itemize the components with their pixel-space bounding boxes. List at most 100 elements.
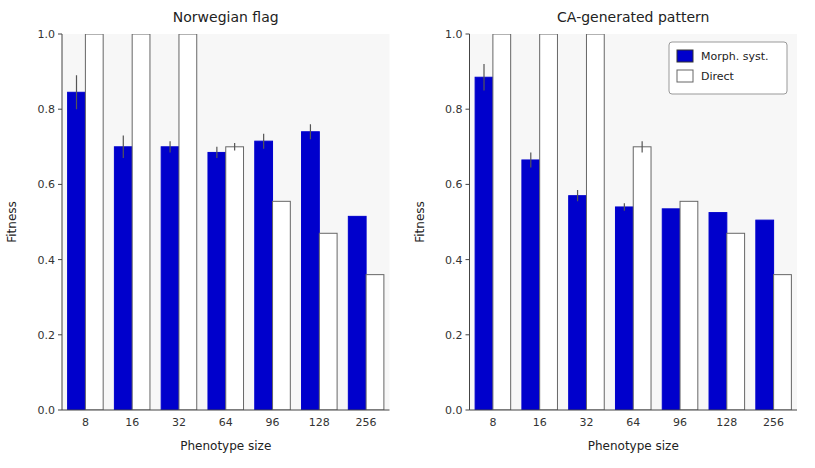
x-axis-label: Phenotype size bbox=[588, 439, 679, 453]
y-tick-label: 0.2 bbox=[38, 329, 56, 342]
bar bbox=[85, 34, 103, 410]
y-tick-label: 0.8 bbox=[38, 103, 56, 116]
y-tick-label: 0.8 bbox=[445, 103, 463, 116]
bar bbox=[615, 207, 633, 410]
x-axis bbox=[470, 410, 798, 411]
legend-label: Direct bbox=[701, 70, 735, 83]
bar bbox=[132, 34, 150, 410]
panel: 0.0 0.2 0.4 0.6 0.8 1.0 8 16 32 64 96 128 256 Norwegi… bbox=[5, 9, 390, 453]
y-tick bbox=[466, 184, 470, 185]
error-bar bbox=[76, 75, 77, 109]
marks bbox=[475, 34, 791, 410]
bar bbox=[348, 216, 366, 410]
y-tick-label: 0.4 bbox=[445, 254, 463, 267]
legend-label: Morph. syst. bbox=[701, 50, 768, 63]
panel: 0.00.20.40.60.81.0816326496128256CA-gene… bbox=[413, 9, 798, 453]
bar bbox=[586, 34, 604, 410]
x-axis-label: Phenotype size bbox=[180, 439, 271, 453]
y-tick bbox=[58, 410, 62, 411]
error-bar bbox=[169, 141, 170, 152]
y-tick-label: 1.0 bbox=[445, 28, 463, 41]
bar bbox=[68, 92, 86, 410]
y-axis bbox=[62, 34, 63, 410]
bar bbox=[493, 34, 511, 410]
x-tick-label: 256 bbox=[763, 416, 784, 429]
y-tick bbox=[58, 34, 62, 35]
bar bbox=[475, 77, 493, 410]
error-bar bbox=[263, 134, 264, 149]
bar bbox=[774, 275, 792, 410]
error-bar bbox=[577, 190, 578, 201]
legend-swatch bbox=[677, 70, 693, 82]
x-tick-label: 128 bbox=[309, 416, 330, 429]
bar bbox=[540, 34, 558, 410]
bar bbox=[727, 233, 745, 410]
y-tick-label: 0.4 bbox=[38, 254, 56, 267]
x-tick-label: 128 bbox=[716, 416, 737, 429]
error-bar bbox=[216, 147, 217, 158]
bar bbox=[709, 213, 727, 410]
bar bbox=[680, 201, 698, 410]
y-tick-label: 0.0 bbox=[38, 404, 56, 417]
x-tick-label: 256 bbox=[356, 416, 377, 429]
legend: Morph. syst. Direct bbox=[669, 42, 787, 94]
bar bbox=[161, 147, 179, 410]
figure: 0.0 0.2 0.4 0.6 0.8 1.0 8 16 32 64 96 128 256 Norwegi… bbox=[0, 0, 815, 468]
legend-frame bbox=[669, 42, 787, 94]
bar bbox=[226, 147, 244, 410]
y-tick-label: 1.0 bbox=[38, 28, 56, 41]
bar bbox=[273, 201, 291, 410]
error-bar bbox=[123, 136, 124, 159]
y-tick bbox=[466, 109, 470, 110]
y-tick bbox=[466, 259, 470, 260]
y-tick-label: 0.0 bbox=[445, 404, 463, 417]
x-tick-label: 64 bbox=[219, 416, 233, 429]
legend-swatch bbox=[677, 50, 693, 62]
x-tick-label: 96 bbox=[673, 416, 687, 429]
y-axis bbox=[469, 34, 470, 410]
x-tick-label: 64 bbox=[626, 416, 640, 429]
bar bbox=[302, 132, 320, 410]
plot-area bbox=[470, 34, 798, 410]
error-bar bbox=[642, 141, 643, 152]
x-tick-label: 8 bbox=[489, 416, 496, 429]
error-bar bbox=[310, 124, 311, 139]
y-tick bbox=[58, 184, 62, 185]
x-tick-label: 96 bbox=[266, 416, 280, 429]
error-bar bbox=[624, 203, 625, 211]
y-tick bbox=[466, 34, 470, 35]
background bbox=[0, 0, 815, 468]
error-bar bbox=[234, 143, 235, 151]
x-tick-label: 8 bbox=[82, 416, 89, 429]
bar bbox=[319, 233, 337, 410]
y-tick bbox=[58, 259, 62, 260]
bar bbox=[114, 147, 132, 410]
x-tick-label: 16 bbox=[125, 416, 139, 429]
bar bbox=[179, 34, 197, 410]
x-axis bbox=[62, 410, 390, 411]
error-bar bbox=[483, 64, 484, 90]
plot-area bbox=[62, 34, 390, 410]
bar bbox=[662, 209, 680, 410]
bar bbox=[366, 275, 384, 410]
y-tick bbox=[58, 109, 62, 110]
bar bbox=[569, 196, 587, 410]
marks bbox=[68, 34, 384, 410]
y-tick-label: 0.6 bbox=[445, 178, 463, 191]
bar bbox=[255, 141, 273, 410]
y-axis-label: Fitness bbox=[5, 201, 19, 243]
y-tick bbox=[466, 410, 470, 411]
title: Norwegian flag bbox=[173, 9, 279, 25]
y-axis-label: Fitness bbox=[413, 201, 427, 243]
y-tick bbox=[466, 334, 470, 335]
y-tick bbox=[58, 334, 62, 335]
x-tick-label: 32 bbox=[579, 416, 593, 429]
bar bbox=[633, 147, 651, 410]
bar bbox=[756, 220, 774, 410]
x-tick-label: 32 bbox=[172, 416, 186, 429]
bar bbox=[522, 160, 540, 410]
y-tick-label: 0.6 bbox=[38, 178, 56, 191]
x-tick-label: 16 bbox=[533, 416, 547, 429]
y-tick-label: 0.2 bbox=[445, 329, 463, 342]
bar bbox=[208, 152, 226, 410]
